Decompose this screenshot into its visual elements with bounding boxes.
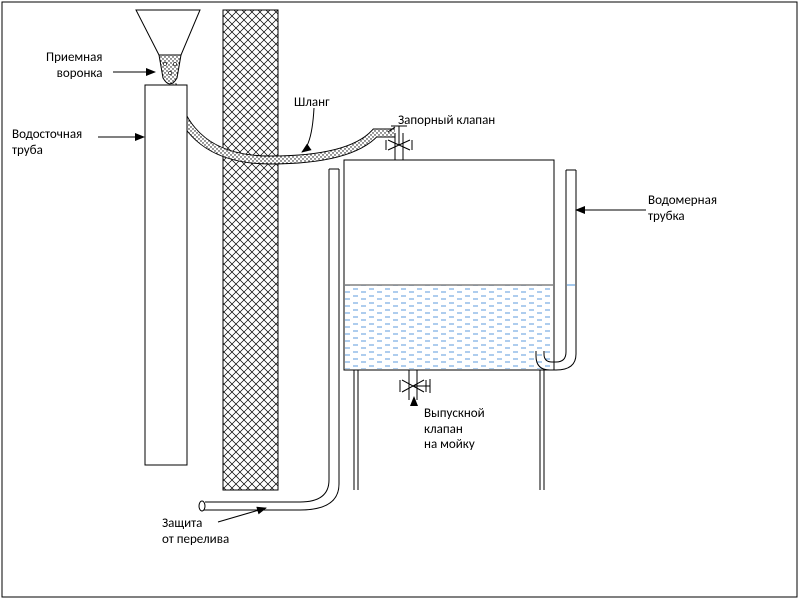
label-drain-valve: Выпускной клапан на мойку (424, 406, 485, 453)
hose-outer (172, 84, 395, 160)
funnel-filter (159, 55, 181, 84)
water (345, 285, 553, 369)
label-hose: Шланг (294, 95, 330, 111)
label-downpipe: Водосточная труба (12, 127, 82, 158)
label-overflow-guard: Защита от перелива (162, 516, 229, 547)
wall (223, 10, 278, 490)
tank (344, 160, 554, 370)
downpipe (145, 85, 187, 465)
label-funnel: Приемная воронка (46, 50, 102, 81)
hose (172, 84, 395, 160)
label-gauge-tube: Водомерная трубка (648, 193, 717, 224)
funnel (136, 10, 200, 84)
diagram-canvas (0, 0, 800, 600)
leader-hose (302, 108, 314, 152)
label-intake-valve: Запорный клапан (398, 113, 495, 129)
drain-valve (400, 370, 430, 400)
